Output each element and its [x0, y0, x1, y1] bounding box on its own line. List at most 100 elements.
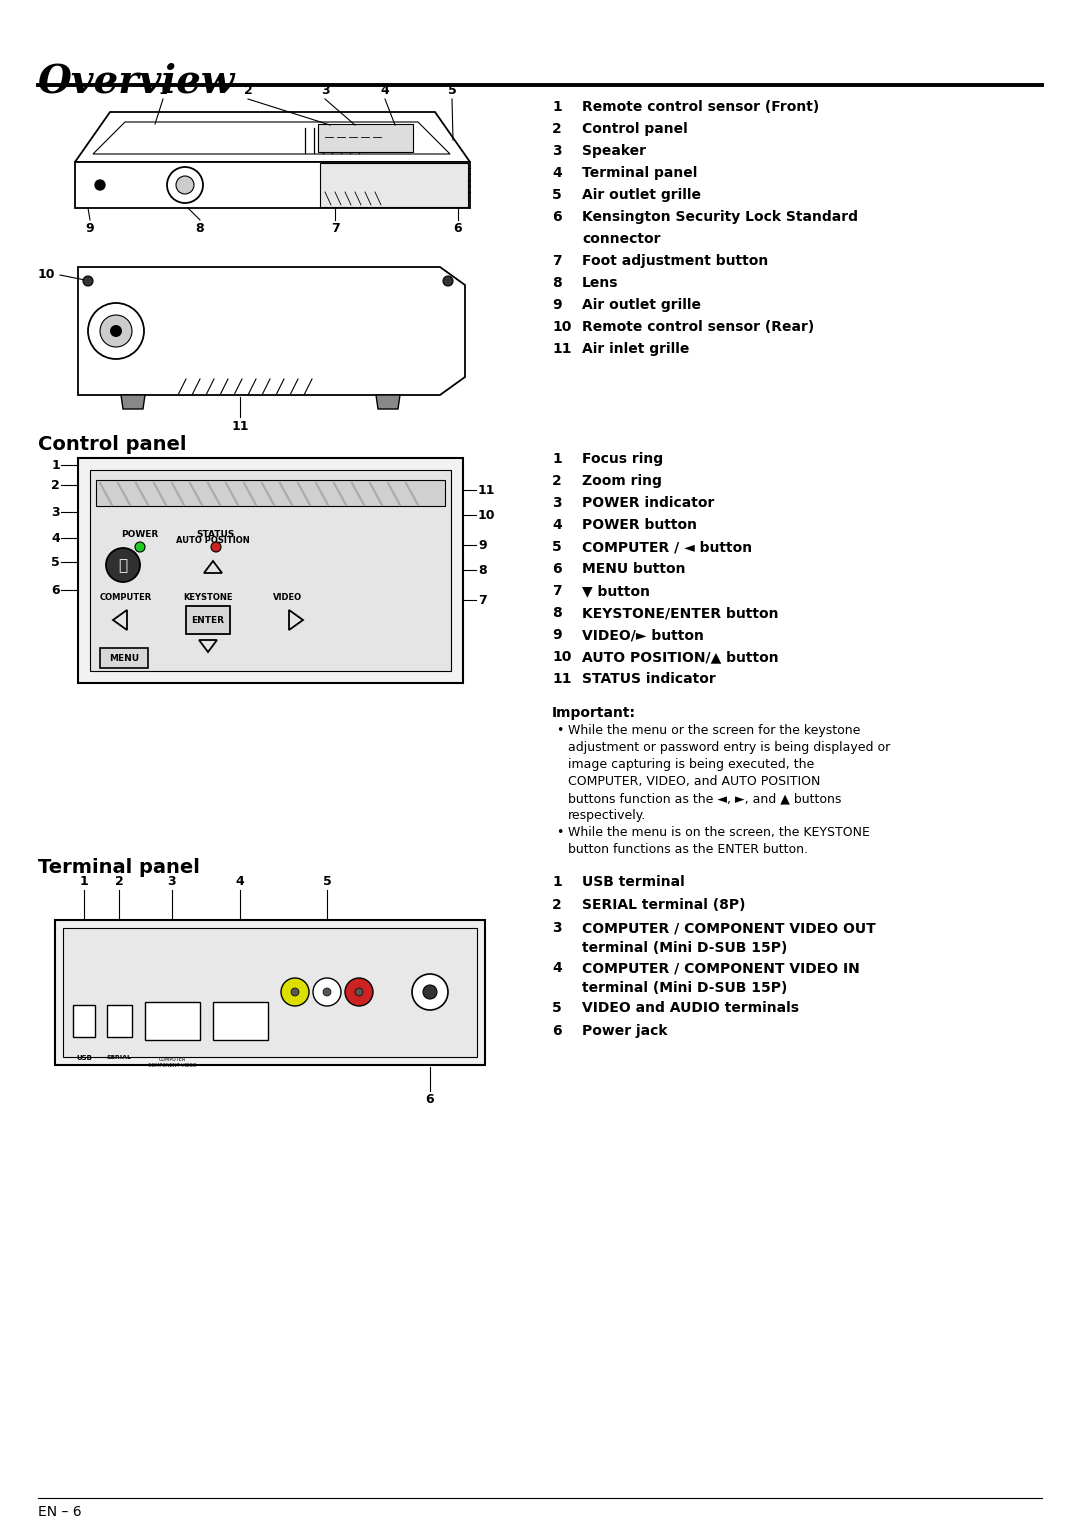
Text: connector: connector	[582, 232, 661, 246]
Text: 8: 8	[195, 222, 204, 235]
Text: Terminal panel: Terminal panel	[38, 859, 200, 877]
Text: 6: 6	[552, 562, 562, 576]
Text: 2: 2	[51, 478, 60, 492]
Text: 1: 1	[552, 99, 562, 115]
Text: 7: 7	[478, 593, 487, 607]
Text: 3: 3	[52, 506, 60, 518]
Text: 6: 6	[552, 209, 562, 225]
Text: 9: 9	[552, 628, 562, 642]
Text: ⏻: ⏻	[119, 559, 127, 573]
Text: 4: 4	[51, 532, 60, 544]
Text: 2: 2	[114, 876, 123, 888]
Text: 4: 4	[380, 84, 390, 96]
Bar	[90, 471, 451, 671]
Polygon shape	[121, 396, 145, 410]
Text: •: •	[556, 827, 564, 839]
Text: 1: 1	[51, 458, 60, 472]
Text: 5: 5	[447, 84, 457, 96]
Circle shape	[83, 277, 93, 286]
Text: 11: 11	[231, 420, 248, 432]
Text: 3: 3	[552, 921, 562, 935]
Circle shape	[106, 549, 140, 582]
Text: button functions as the ENTER button.: button functions as the ENTER button.	[568, 843, 808, 856]
Text: Air outlet grille: Air outlet grille	[582, 188, 701, 202]
Bar	[55, 920, 485, 1065]
Text: AUTO POSITION: AUTO POSITION	[176, 536, 249, 545]
Text: COMPUTER: COMPUTER	[99, 593, 152, 602]
Text: 6: 6	[552, 1024, 562, 1038]
Text: 6: 6	[426, 1093, 434, 1106]
Text: 7: 7	[552, 584, 562, 597]
Text: 2: 2	[552, 474, 562, 487]
Text: 5: 5	[323, 876, 332, 888]
Text: 1: 1	[159, 84, 167, 96]
Text: Power jack: Power jack	[582, 1024, 667, 1038]
Text: 10: 10	[38, 267, 55, 281]
Circle shape	[176, 176, 194, 194]
Circle shape	[291, 989, 299, 996]
Text: 10: 10	[478, 509, 496, 521]
Text: While the menu is on the screen, the KEYSTONE: While the menu is on the screen, the KEY…	[568, 827, 869, 839]
Text: 5: 5	[552, 539, 562, 555]
Text: 1: 1	[552, 876, 562, 889]
Text: terminal (Mini D-SUB 15P): terminal (Mini D-SUB 15P)	[582, 941, 787, 955]
Circle shape	[110, 325, 122, 338]
Text: Focus ring: Focus ring	[582, 452, 663, 466]
Circle shape	[281, 978, 309, 1005]
Bar	[186, 607, 230, 634]
Circle shape	[423, 986, 437, 999]
Text: POWER indicator: POWER indicator	[582, 497, 714, 510]
Text: 3: 3	[552, 497, 562, 510]
Circle shape	[211, 542, 221, 552]
Text: USB: USB	[76, 1054, 92, 1060]
Text: 6: 6	[52, 584, 60, 596]
Text: 9: 9	[552, 298, 562, 312]
Text: Air inlet grille: Air inlet grille	[582, 342, 689, 356]
Bar	[320, 163, 468, 206]
Text: 3: 3	[321, 84, 329, 96]
Text: Remote control sensor (Front): Remote control sensor (Front)	[582, 99, 820, 115]
Text: 7: 7	[552, 254, 562, 267]
Text: 4: 4	[552, 961, 562, 975]
Text: 4: 4	[552, 167, 562, 180]
Circle shape	[87, 303, 144, 359]
Text: COMPUTER / COMPONENT VIDEO IN: COMPUTER / COMPONENT VIDEO IN	[582, 961, 860, 975]
Text: ▼ button: ▼ button	[582, 584, 650, 597]
Bar	[318, 124, 413, 151]
Text: POWER: POWER	[121, 530, 159, 539]
Text: Lens: Lens	[582, 277, 619, 290]
Text: EN – 6: EN – 6	[38, 1505, 82, 1519]
Text: respectively.: respectively.	[568, 808, 646, 822]
Text: ENTER: ENTER	[191, 616, 225, 625]
Text: Foot adjustment button: Foot adjustment button	[582, 254, 768, 267]
Text: 11: 11	[478, 483, 496, 497]
Text: VIDEO: VIDEO	[273, 593, 302, 602]
Text: VIDEO/► button: VIDEO/► button	[582, 628, 704, 642]
Text: image capturing is being executed, the: image capturing is being executed, the	[568, 758, 814, 772]
Polygon shape	[75, 162, 470, 208]
Text: Control panel: Control panel	[582, 122, 688, 136]
Circle shape	[135, 542, 145, 552]
Polygon shape	[376, 396, 400, 410]
Text: Air outlet grille: Air outlet grille	[582, 298, 701, 312]
Text: •: •	[556, 724, 564, 736]
Text: 2: 2	[552, 122, 562, 136]
Text: 10: 10	[552, 319, 571, 335]
Text: STATUS: STATUS	[197, 530, 235, 539]
Text: KEYSTONE/ENTER button: KEYSTONE/ENTER button	[582, 607, 779, 620]
Text: 7: 7	[330, 222, 339, 235]
Text: 5: 5	[552, 188, 562, 202]
Text: COMPUTER / COMPONENT VIDEO OUT: COMPUTER / COMPONENT VIDEO OUT	[582, 921, 876, 935]
Text: VIDEO and AUDIO terminals: VIDEO and AUDIO terminals	[582, 1001, 799, 1015]
Bar	[73, 1005, 95, 1038]
Text: 11: 11	[552, 672, 571, 686]
Circle shape	[323, 989, 330, 996]
Circle shape	[443, 277, 453, 286]
Text: 1: 1	[80, 876, 89, 888]
Circle shape	[100, 315, 132, 347]
Circle shape	[167, 167, 203, 203]
Text: 3: 3	[552, 144, 562, 157]
Text: Zoom ring: Zoom ring	[582, 474, 662, 487]
Text: 1: 1	[552, 452, 562, 466]
Circle shape	[95, 180, 105, 189]
